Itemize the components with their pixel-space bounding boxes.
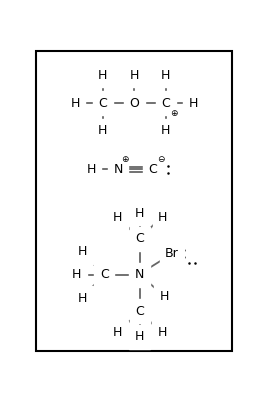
Text: H: H: [161, 125, 171, 137]
Text: C: C: [100, 268, 109, 281]
Text: H: H: [135, 207, 144, 220]
Text: C: C: [148, 163, 157, 176]
Text: ⊖: ⊖: [157, 155, 165, 164]
Text: O: O: [129, 97, 139, 110]
Text: C: C: [135, 304, 144, 318]
Text: ⊕: ⊕: [171, 109, 178, 118]
Text: H: H: [78, 245, 87, 258]
Text: H: H: [113, 211, 122, 224]
Text: C: C: [98, 97, 107, 110]
Text: H: H: [70, 97, 80, 110]
Text: H: H: [86, 163, 96, 176]
Text: H: H: [130, 69, 139, 82]
Text: H: H: [189, 97, 198, 110]
Text: H: H: [98, 125, 107, 137]
Text: H: H: [158, 211, 167, 224]
Text: H: H: [113, 326, 122, 339]
Text: C: C: [135, 232, 144, 245]
Text: H: H: [98, 69, 107, 82]
Text: C: C: [161, 97, 170, 110]
Text: H: H: [161, 69, 171, 82]
Text: H: H: [78, 291, 87, 304]
Text: H: H: [157, 326, 167, 339]
Text: ⊕: ⊕: [121, 155, 129, 164]
Text: H: H: [72, 268, 81, 281]
Text: H: H: [135, 330, 144, 343]
Text: Br: Br: [165, 247, 179, 260]
Text: N: N: [135, 268, 144, 281]
Text: H: H: [160, 290, 169, 303]
Text: N: N: [113, 163, 123, 176]
